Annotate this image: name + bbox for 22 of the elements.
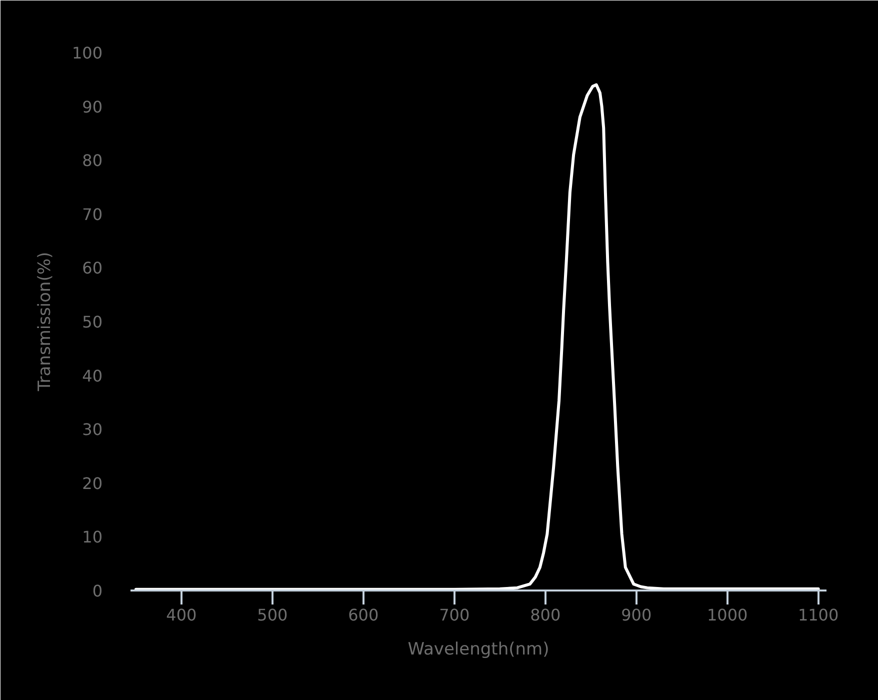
- y-tick-label: 100: [72, 44, 103, 62]
- line-series: [134, 83, 820, 590]
- y-tick-label: 20: [82, 474, 102, 493]
- x-axis-title: Wavelength(nm): [408, 640, 550, 660]
- y-tick-label: 60: [82, 258, 102, 278]
- y-axis-title: Transmission(%): [34, 252, 55, 392]
- y-tick-label: 80: [82, 151, 102, 170]
- y-tick-label: 30: [82, 420, 102, 440]
- x-tick-label: 900: [621, 606, 652, 624]
- y-tick-label: 90: [82, 97, 102, 116]
- x-tick-label: 400: [166, 606, 197, 624]
- x-tick-label: 800: [530, 606, 561, 624]
- x-tick-label: 700: [439, 606, 470, 624]
- y-tick-label: 50: [82, 312, 102, 332]
- y-tick-label: 70: [82, 204, 102, 224]
- x-tick-label: 1000: [706, 606, 748, 624]
- y-tick-label: 10: [82, 528, 102, 547]
- y-tick-label: 0: [92, 582, 103, 600]
- y-tick-label: 40: [82, 366, 102, 386]
- x-tick-label: 600: [348, 606, 379, 624]
- x-tick-label: 500: [257, 606, 288, 624]
- x-tick-label: 1100: [798, 606, 839, 624]
